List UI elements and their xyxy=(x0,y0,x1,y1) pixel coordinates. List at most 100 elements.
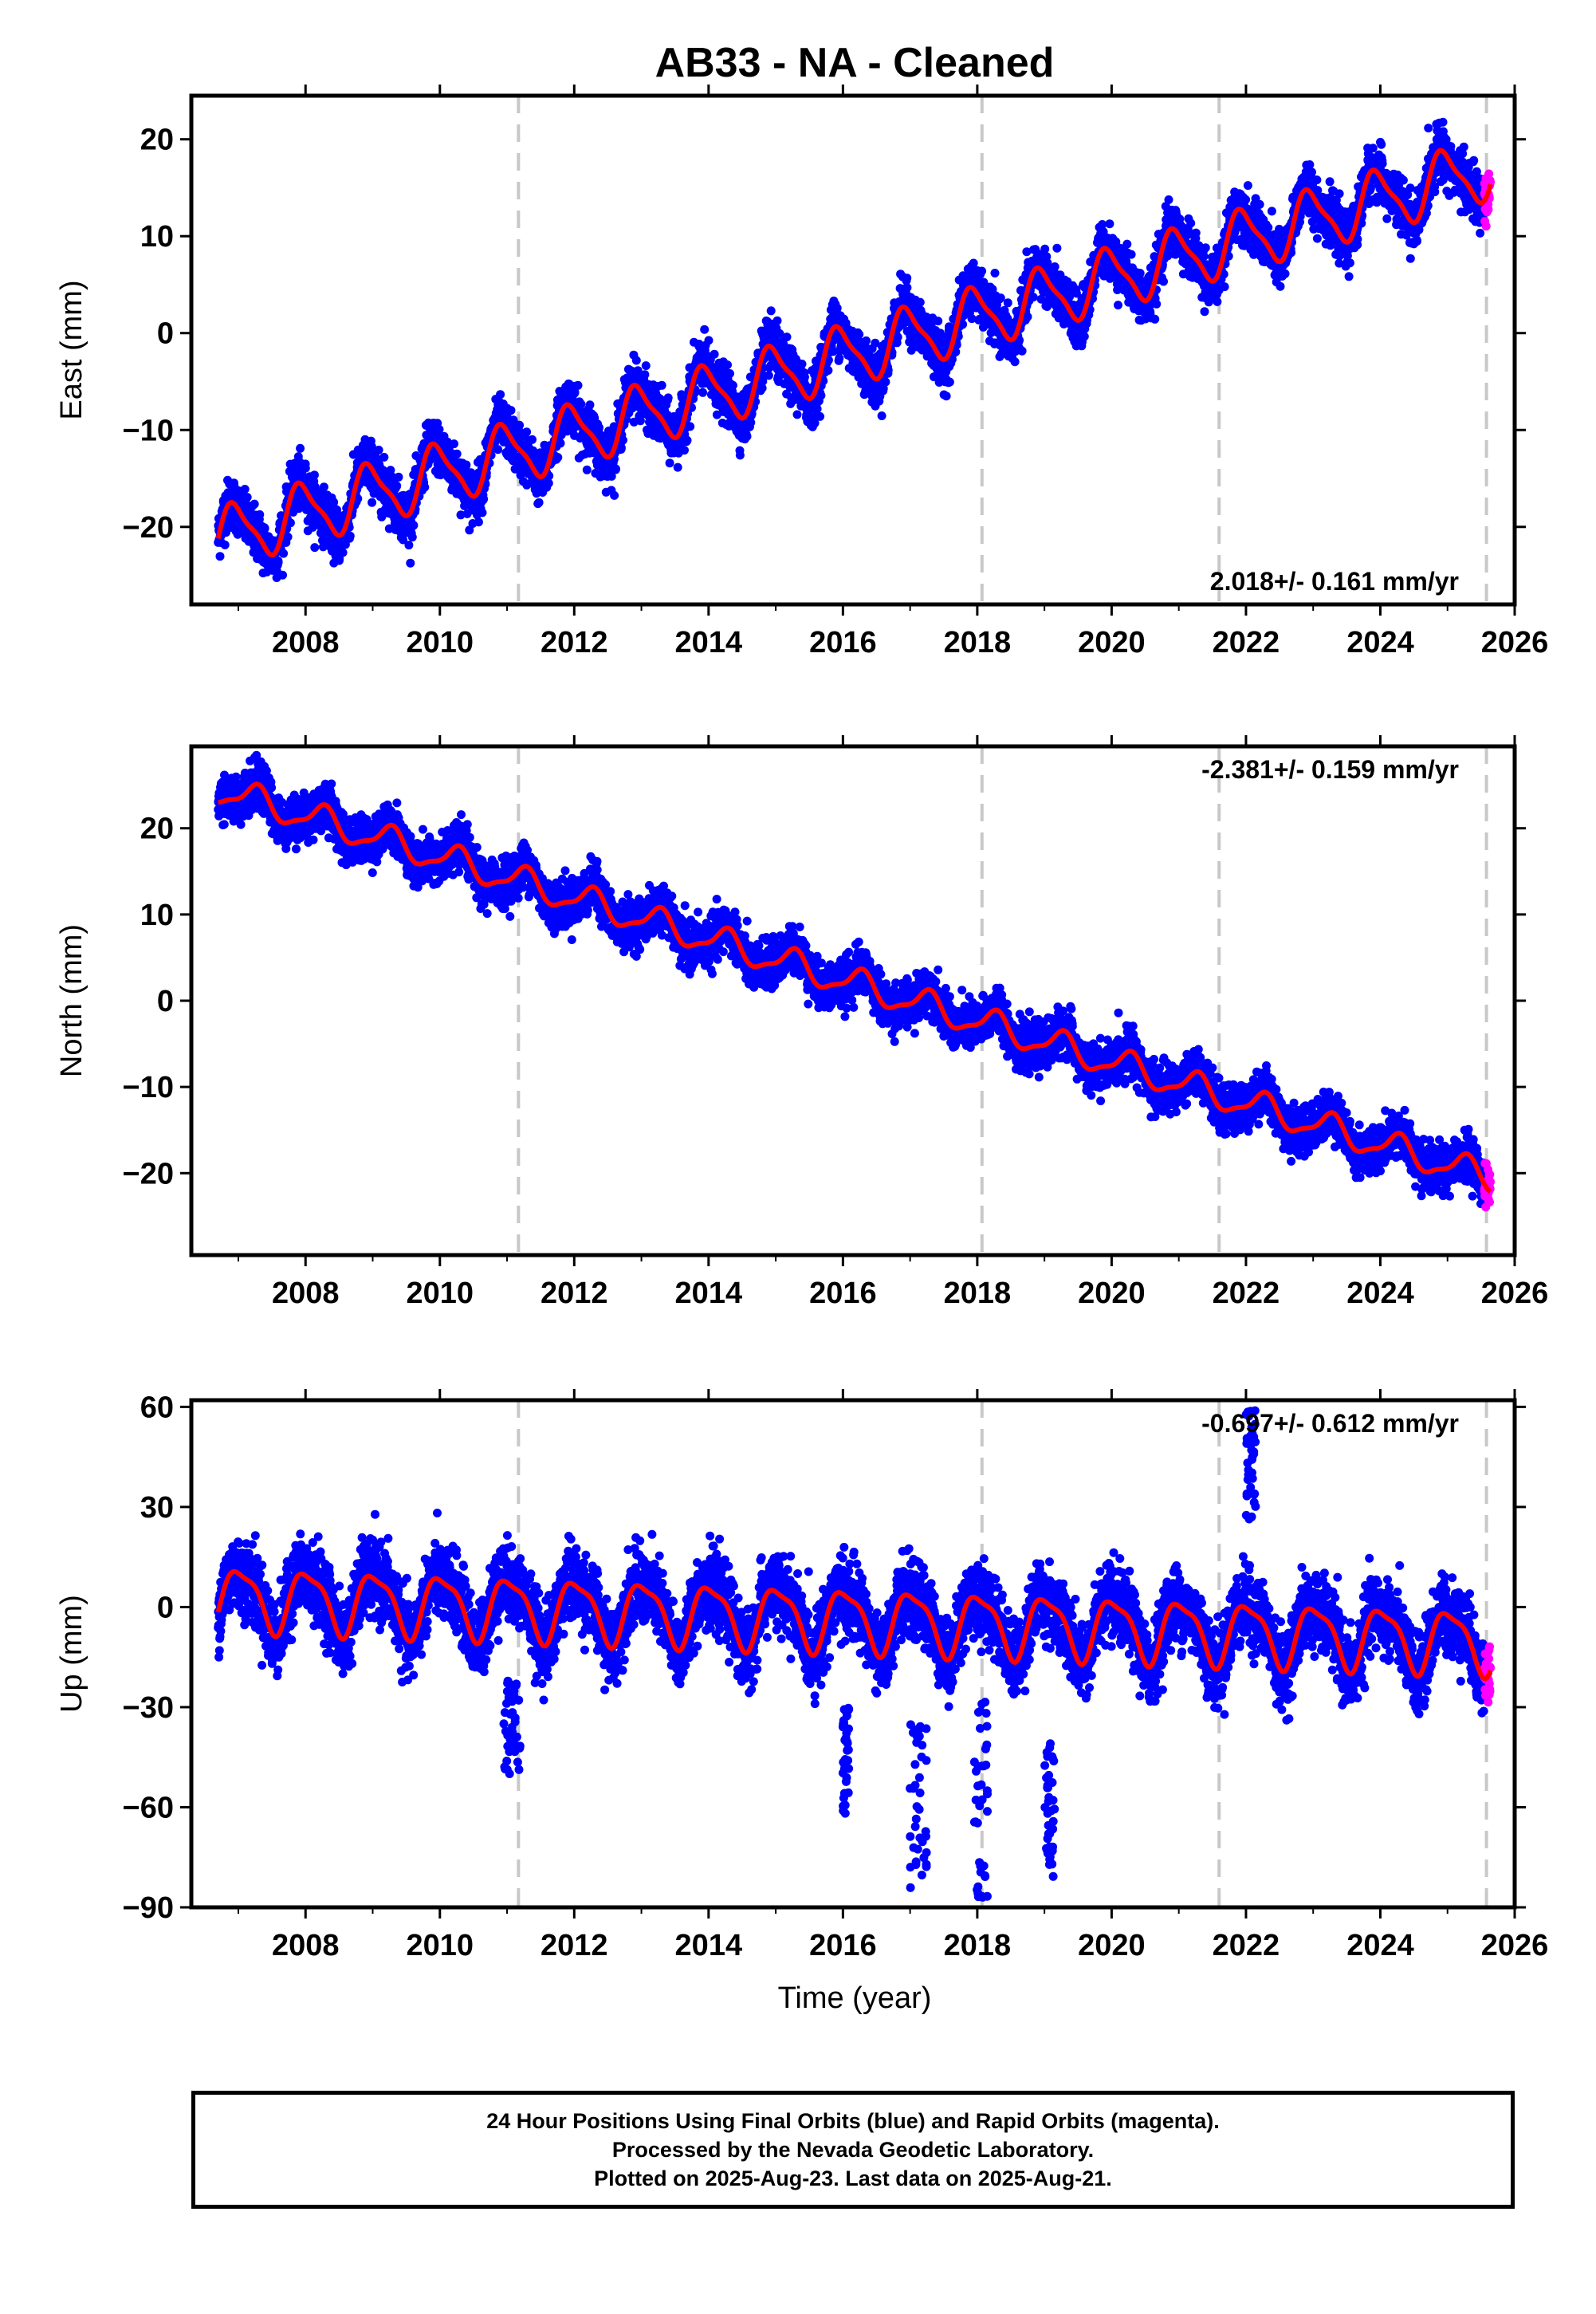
data-point xyxy=(338,548,348,557)
data-point xyxy=(772,316,782,325)
data-point xyxy=(442,437,452,447)
data-point xyxy=(1017,346,1027,356)
data-point xyxy=(631,356,641,365)
data-point xyxy=(255,510,265,519)
data-point xyxy=(816,391,826,400)
data-point xyxy=(881,377,890,387)
data-point xyxy=(640,370,650,380)
data-point xyxy=(462,509,472,518)
data-point xyxy=(250,499,259,509)
data-point xyxy=(407,533,417,542)
data-point xyxy=(283,532,293,541)
data-point xyxy=(682,435,692,445)
data-point xyxy=(573,380,583,390)
data-point xyxy=(392,481,402,490)
data-point xyxy=(452,449,462,458)
data-point xyxy=(260,524,269,533)
data-point xyxy=(450,439,458,449)
data-point xyxy=(534,498,544,507)
data-point xyxy=(824,366,833,375)
data-point xyxy=(420,482,430,492)
data-point xyxy=(434,425,444,434)
data-point xyxy=(996,293,1005,303)
data-point xyxy=(368,498,377,507)
data-point xyxy=(941,392,951,401)
data-point xyxy=(792,410,802,419)
panels-group: 2008 2010 2012 2014 2016 2018 2020 2022 2024 2026… xyxy=(55,85,1548,1962)
data-point xyxy=(556,439,565,448)
data-point xyxy=(710,349,719,359)
data-point xyxy=(345,531,355,541)
data-point xyxy=(665,458,674,468)
x-axis-label: Time (year) xyxy=(778,1981,932,2015)
data-point xyxy=(462,460,471,470)
data-point xyxy=(704,336,713,345)
data-point xyxy=(279,549,289,558)
data-point xyxy=(427,453,436,462)
data-point xyxy=(379,452,389,462)
data-point xyxy=(816,411,825,421)
data-point xyxy=(404,541,414,550)
data-point xyxy=(493,445,503,455)
data-point xyxy=(977,266,987,276)
data-point xyxy=(797,360,807,368)
data-point xyxy=(611,464,620,474)
data-point xyxy=(296,443,305,453)
data-point xyxy=(855,329,864,339)
data-point xyxy=(387,472,396,482)
data-point xyxy=(902,283,912,293)
data-point xyxy=(367,442,376,451)
data-point xyxy=(377,512,387,521)
data-point xyxy=(278,570,287,580)
data-point xyxy=(399,535,408,545)
data-point xyxy=(585,400,595,410)
data-point xyxy=(742,431,752,441)
data-point xyxy=(1114,301,1122,310)
data-point xyxy=(478,508,487,518)
data-point xyxy=(877,411,886,420)
data-point xyxy=(595,423,603,432)
data-point xyxy=(663,393,673,403)
data-point xyxy=(220,540,230,549)
data-point xyxy=(782,333,792,342)
data-point xyxy=(285,518,295,528)
data-point xyxy=(728,380,737,390)
data-point xyxy=(1122,239,1132,249)
data-point xyxy=(528,435,537,444)
data-point xyxy=(319,482,328,492)
data-point xyxy=(456,510,466,520)
data-point xyxy=(1126,250,1136,259)
data-point xyxy=(479,494,489,504)
data-point xyxy=(893,333,902,342)
data-point xyxy=(680,446,689,455)
data-point xyxy=(686,422,695,431)
chart-title: AB33 - NA - Cleaned xyxy=(655,40,1055,86)
data-point xyxy=(309,470,319,480)
data-point xyxy=(465,525,474,535)
panel-east: 2008 2010 2012 2014 2016 2018 2020 2022 2024 2026… xyxy=(55,85,1548,659)
data-point xyxy=(610,490,619,500)
data-point xyxy=(273,557,283,567)
data-point xyxy=(1052,243,1062,253)
data-point xyxy=(673,462,682,472)
data-point xyxy=(474,518,483,527)
data-point xyxy=(496,390,505,399)
data-point xyxy=(582,465,592,474)
data-point xyxy=(301,463,310,473)
data-point xyxy=(915,297,925,307)
data-point xyxy=(515,420,525,430)
data-point xyxy=(374,445,383,455)
data-point xyxy=(723,360,732,370)
data-point xyxy=(945,377,954,387)
data-point xyxy=(766,306,776,316)
data-point xyxy=(329,498,339,507)
data-point xyxy=(990,269,1000,277)
data-point xyxy=(506,406,516,415)
data-point xyxy=(215,552,225,561)
data-point xyxy=(406,558,415,568)
data-point xyxy=(553,453,563,462)
data-point xyxy=(1105,219,1114,229)
data-point xyxy=(240,485,250,494)
data-point xyxy=(1010,357,1020,367)
